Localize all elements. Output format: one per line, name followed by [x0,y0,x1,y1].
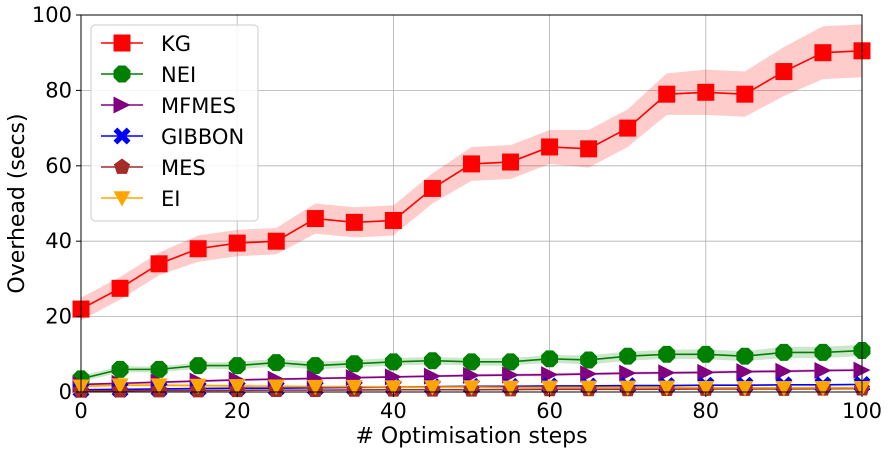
ei-point [228,379,246,395]
mfmes-point [658,364,676,382]
ei-point [111,378,129,394]
ei-point [345,379,363,396]
legend-label-nei: NEI [161,63,196,87]
y-tick-label: 40 [45,229,72,253]
nei-point [267,354,285,372]
kg-point [580,140,598,158]
nei-point [580,351,598,369]
kg-point [345,213,363,231]
kg-point [775,63,793,81]
nei-point [619,347,637,365]
nei-point [228,357,246,375]
nei-point [150,360,168,378]
kg-point [384,211,402,229]
nei-point [541,350,559,368]
ei-point [697,381,715,397]
legend-label-kg: KG [161,32,191,56]
legend-marker-kg [113,34,131,52]
y-tick-label: 20 [45,305,72,329]
legend: KG NEI MFMES GIBBON MES EI [90,24,259,222]
axis-ticks: 0 20 40 60 80 100 0 20 40 60 80 100 [32,3,882,423]
nei-point [189,357,207,375]
x-tick-label: 20 [224,399,251,423]
kg-point [619,119,637,137]
nei-point [775,343,793,361]
ei-point [541,380,559,396]
mfmes-point [814,362,832,380]
legend-label-mfmes: MFMES [161,94,236,118]
nei-point [736,347,754,365]
y-tick-label: 100 [32,3,72,27]
kg-point [111,279,129,297]
ei-point [736,381,754,397]
mfmes-point [697,363,715,381]
mfmes-point [775,362,793,380]
nei-point [814,343,832,361]
ei-point [267,379,285,395]
nei-point [697,345,715,363]
x-tick-label: 100 [842,399,882,423]
legend-marker-mes [113,158,131,174]
nei-point [502,353,520,371]
nei-point [658,345,676,363]
ei-point [150,378,168,394]
nei-point [463,353,480,371]
legend-marker-nei [113,65,131,83]
y-tick-label: 60 [45,154,72,178]
y-axis-label: Overhead (secs) [5,113,30,293]
ei-point [658,380,676,396]
x-tick-label: 80 [692,399,719,423]
ei-point [463,380,480,396]
legend-label-mes: MES [161,156,206,180]
ei-point [423,380,441,396]
nei-point [111,360,129,378]
kg-point [697,83,715,101]
kg-point [267,232,285,250]
y-tick-label: 0 [59,380,72,404]
legend-label-gibbon: GIBBON [161,125,244,149]
x-tick-label: 60 [536,399,563,423]
nei-point [306,357,324,375]
ei-point [189,378,207,395]
mfmes-point [736,363,754,381]
x-axis-label: # Optimisation steps [355,424,587,449]
ei-point [775,381,793,397]
kg-point [228,234,246,252]
kg-point [423,179,441,197]
y-tick-label: 80 [45,78,72,102]
plot-frame [80,14,863,393]
legend-marker-mfmes [113,96,131,114]
kg-point [814,44,832,62]
nei-point [384,353,402,371]
mfmes-point [619,364,637,382]
ei-point [580,380,598,396]
kg-point [658,85,676,103]
legend-marker-ei [113,191,131,207]
ei-point [384,380,402,396]
kg-point [541,138,559,156]
nei-point [423,352,441,370]
x-tick-label: 40 [380,399,407,423]
kg-point [306,210,324,228]
legend-marker-gibbon [113,127,131,145]
ei-point [502,380,520,396]
ei-point [814,381,832,397]
kg-point [502,153,520,171]
kg-point [150,255,168,273]
kg-point [463,155,480,173]
ei-point [306,379,324,396]
nei-point [345,355,363,373]
kg-point [189,240,207,258]
kg-point [736,85,754,103]
x-tick-label: 0 [74,399,87,423]
legend-label-ei: EI [161,187,180,211]
ei-point [619,380,637,396]
